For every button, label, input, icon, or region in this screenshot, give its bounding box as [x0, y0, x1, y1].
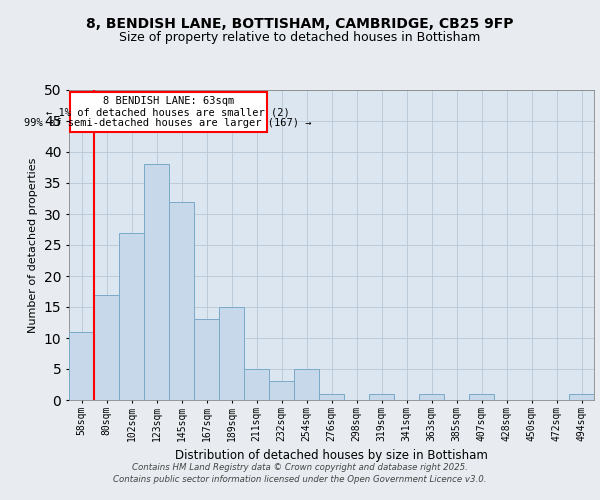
Text: Contains HM Land Registry data © Crown copyright and database right 2025.: Contains HM Land Registry data © Crown c… — [132, 462, 468, 471]
Text: 8 BENDISH LANE: 63sqm: 8 BENDISH LANE: 63sqm — [103, 96, 234, 106]
Bar — [119, 232, 144, 400]
Bar — [319, 394, 344, 400]
Bar — [94, 294, 119, 400]
Bar — [269, 382, 294, 400]
Text: Contains public sector information licensed under the Open Government Licence v3: Contains public sector information licen… — [113, 475, 487, 484]
Bar — [219, 307, 244, 400]
Bar — [369, 394, 394, 400]
Bar — [469, 394, 494, 400]
Bar — [244, 369, 269, 400]
Bar — [194, 320, 219, 400]
Y-axis label: Number of detached properties: Number of detached properties — [28, 158, 38, 332]
Bar — [69, 332, 94, 400]
Bar — [70, 92, 267, 132]
Bar — [144, 164, 169, 400]
Bar — [419, 394, 444, 400]
Text: Size of property relative to detached houses in Bottisham: Size of property relative to detached ho… — [119, 31, 481, 44]
Bar — [569, 394, 594, 400]
Text: 8, BENDISH LANE, BOTTISHAM, CAMBRIDGE, CB25 9FP: 8, BENDISH LANE, BOTTISHAM, CAMBRIDGE, C… — [86, 18, 514, 32]
X-axis label: Distribution of detached houses by size in Bottisham: Distribution of detached houses by size … — [175, 449, 488, 462]
Bar — [294, 369, 319, 400]
Text: ← 1% of detached houses are smaller (2): ← 1% of detached houses are smaller (2) — [46, 108, 290, 118]
Bar — [169, 202, 194, 400]
Text: 99% of semi-detached houses are larger (167) →: 99% of semi-detached houses are larger (… — [25, 118, 312, 128]
